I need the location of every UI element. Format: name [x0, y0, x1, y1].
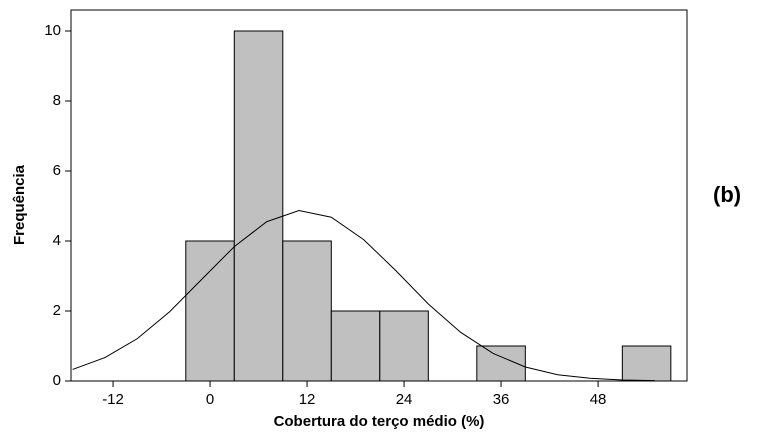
y-tick-label: 6 [53, 162, 61, 179]
x-tick-label: 0 [206, 391, 214, 408]
x-tick-label: 48 [590, 391, 607, 408]
y-tick-label: 4 [53, 232, 61, 249]
bar [185, 240, 235, 382]
y-tick-label: 8 [53, 92, 61, 109]
bar [282, 240, 332, 382]
bar [379, 310, 429, 382]
bar [233, 30, 284, 382]
y-tick-label: 2 [53, 302, 61, 319]
bar [330, 310, 381, 382]
y-axis-label: Frequência [11, 164, 28, 245]
x-tick-label: 36 [493, 391, 510, 408]
plot-frame [70, 9, 688, 382]
bar [621, 345, 672, 382]
annotation: (b) [713, 182, 741, 207]
fit-curve [72, 210, 655, 382]
x-axis-label: Cobertura do terço médio (%) [274, 413, 485, 430]
x-tick-label: 24 [396, 391, 413, 408]
y-tick-label: 10 [44, 22, 61, 39]
x-tick-label: 12 [299, 391, 316, 408]
x-tick-label: -12 [102, 391, 124, 408]
y-tick-label: 0 [53, 372, 61, 389]
